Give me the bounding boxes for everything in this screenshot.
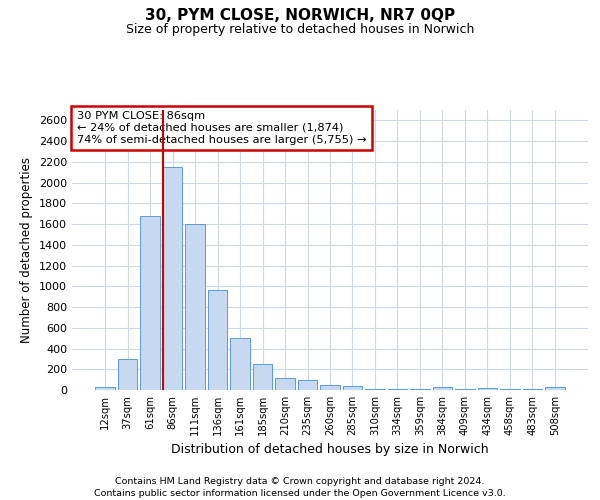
Y-axis label: Number of detached properties: Number of detached properties	[20, 157, 34, 343]
Bar	[208, 290, 227, 390]
Text: Contains public sector information licensed under the Open Government Licence v3: Contains public sector information licen…	[94, 489, 506, 498]
Bar	[545, 388, 565, 390]
Bar	[478, 388, 497, 390]
Text: Size of property relative to detached houses in Norwich: Size of property relative to detached ho…	[126, 22, 474, 36]
Bar	[230, 338, 250, 390]
Bar	[118, 359, 137, 390]
Bar	[253, 364, 272, 390]
Bar	[298, 380, 317, 390]
Text: 30, PYM CLOSE, NORWICH, NR7 0QP: 30, PYM CLOSE, NORWICH, NR7 0QP	[145, 8, 455, 22]
Bar	[140, 216, 160, 390]
Bar	[433, 388, 452, 390]
Bar	[320, 385, 340, 390]
Text: Distribution of detached houses by size in Norwich: Distribution of detached houses by size …	[171, 442, 489, 456]
Bar	[343, 386, 362, 390]
Text: 30 PYM CLOSE: 86sqm
← 24% of detached houses are smaller (1,874)
74% of semi-det: 30 PYM CLOSE: 86sqm ← 24% of detached ho…	[77, 112, 367, 144]
Bar	[275, 378, 295, 390]
Bar	[185, 224, 205, 390]
Bar	[95, 388, 115, 390]
Bar	[163, 167, 182, 390]
Text: Contains HM Land Registry data © Crown copyright and database right 2024.: Contains HM Land Registry data © Crown c…	[115, 478, 485, 486]
